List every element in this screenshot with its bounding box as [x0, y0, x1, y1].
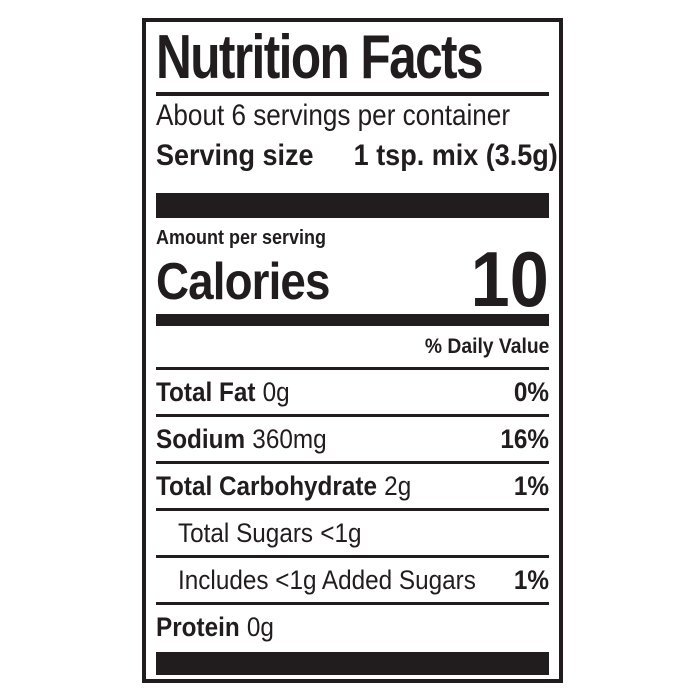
nutrient-name: Total Sugars: [178, 518, 314, 548]
serving-size-label: Serving size: [156, 139, 314, 172]
serving-size-value: 1 tsp. mix (3.5g): [353, 139, 558, 172]
nutrient-amount: 2g: [384, 471, 412, 501]
calories-label: Calories: [156, 253, 330, 311]
daily-value-divider: [156, 367, 549, 370]
nutrient-left: Total Fat 0g: [156, 377, 290, 407]
nutrient-left: Protein 0g: [156, 612, 274, 642]
bottom-separator-bar: [156, 652, 549, 675]
nutrient-daily-value: 0%: [513, 377, 549, 407]
nutrient-left: Total Carbohydrate 2g: [156, 471, 411, 501]
nutrient-name: Sodium: [156, 424, 246, 454]
nutrient-name: Protein: [156, 612, 240, 642]
nutrient-row-sodium: Sodium 360mg 16%: [156, 417, 549, 464]
daily-value-header-line: % Daily Value: [156, 335, 549, 359]
label-title-text: Nutrition Facts: [156, 23, 484, 92]
nutrient-row-total-fat: Total Fat 0g 0%: [156, 370, 549, 417]
serving-size-row: Serving size 1 tsp. mix (3.5g): [156, 136, 558, 176]
nutrient-row-total-sugars: Total Sugars <1g: [156, 511, 549, 558]
calories-separator-bar: [156, 314, 549, 326]
nutrient-amount: <1g: [320, 518, 362, 548]
nutrient-name: Total Carbohydrate: [156, 471, 377, 501]
nutrient-daily-value: 16%: [500, 424, 549, 454]
nutrient-amount: 0g: [262, 377, 290, 407]
daily-value-header-text: % Daily Value: [424, 335, 549, 358]
amount-per-serving-line: Amount per serving: [156, 226, 549, 250]
nutrient-left: Total Sugars <1g: [178, 518, 362, 548]
servings-per-container-text: About 6 servings per container: [156, 99, 511, 132]
top-separator-bar: [156, 193, 549, 218]
title-divider: [156, 92, 549, 96]
nutrient-row-total-carbohydrate: Total Carbohydrate 2g 1%: [156, 464, 549, 511]
nutrient-amount: 0g: [246, 612, 274, 642]
nutrient-daily-value: 1%: [513, 471, 549, 501]
nutrient-amount: 360mg: [252, 424, 327, 454]
nutrient-name: Total Fat: [156, 377, 256, 407]
nutrient-left: Includes <1g Added Sugars: [178, 565, 476, 595]
nutrient-daily-value: 1%: [513, 565, 549, 595]
nutrient-row-protein: Protein 0g: [156, 605, 549, 649]
calories-value: 10: [470, 235, 549, 323]
calories-row: Calories 10: [156, 235, 549, 323]
nutrient-left: Sodium 360mg: [156, 424, 327, 454]
servings-per-container-line: About 6 servings per container: [156, 96, 549, 136]
nutrition-facts-label: Nutrition Facts About 6 servings per con…: [142, 18, 563, 683]
nutrient-name: Includes <1g Added Sugars: [178, 565, 476, 595]
label-title: Nutrition Facts: [156, 26, 549, 90]
nutrient-row-added-sugars: Includes <1g Added Sugars 1%: [156, 558, 549, 605]
amount-per-serving-text: Amount per serving: [156, 227, 327, 249]
